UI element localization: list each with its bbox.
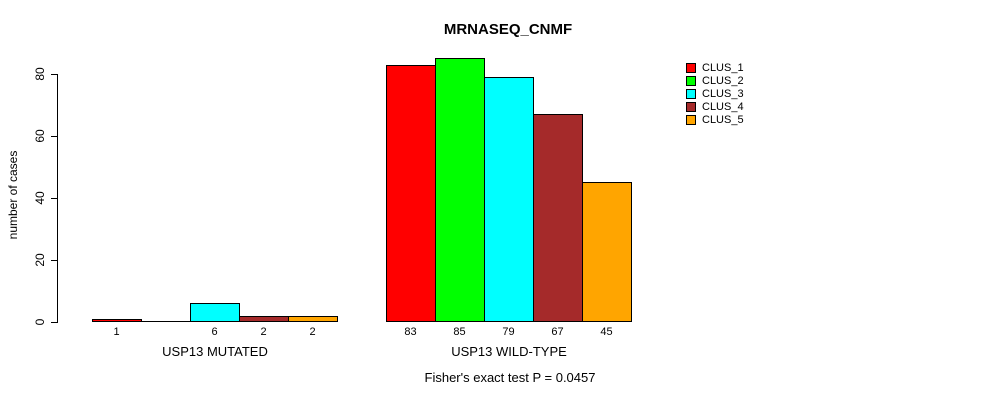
legend-item-clus_1: CLUS_1 <box>686 61 744 74</box>
y-tick-label: 80 <box>33 67 47 81</box>
bar-clus_3-group1 <box>190 303 240 322</box>
bar-clus_3-group2 <box>484 77 534 322</box>
y-axis-title: number of cases <box>6 150 20 240</box>
bar-clus_1-group1 <box>92 319 142 322</box>
bar-clus_4-group1 <box>239 316 289 322</box>
y-tick-mark <box>51 74 57 75</box>
y-tick-mark <box>51 260 57 261</box>
legend-swatch-icon <box>686 62 696 73</box>
legend-label: CLUS_1 <box>702 61 744 74</box>
bar-clus_5-group1 <box>288 316 338 322</box>
legend-label: CLUS_3 <box>702 87 744 100</box>
legend-item-clus_3: CLUS_3 <box>686 87 744 100</box>
y-axis-line <box>57 74 58 323</box>
bar-value-label: 1 <box>113 326 120 338</box>
chart-title: MRNASEQ_CNMF <box>443 21 573 38</box>
legend-label: CLUS_5 <box>702 113 744 126</box>
legend-item-clus_4: CLUS_4 <box>686 100 744 113</box>
group-label-usp13-wild-type: USP13 WILD-TYPE <box>451 344 567 359</box>
legend-label: CLUS_2 <box>702 74 744 87</box>
y-tick-label: 60 <box>33 129 47 143</box>
bar-value-label: 2 <box>309 326 316 338</box>
legend: CLUS_1 CLUS_2 CLUS_3 CLUS_4 CLUS_5 <box>686 61 744 126</box>
legend-item-clus_2: CLUS_2 <box>686 74 744 87</box>
y-tick-label: 40 <box>33 191 47 205</box>
bar-value-label: 85 <box>453 326 466 338</box>
bar-clus_4-group2 <box>533 114 583 322</box>
legend-item-clus_5: CLUS_5 <box>686 113 744 126</box>
legend-swatch-icon <box>686 114 696 125</box>
legend-label: CLUS_4 <box>702 100 744 113</box>
bar-clus_1-group2 <box>386 65 436 322</box>
bar-value-label: 83 <box>404 326 417 338</box>
y-tick-mark <box>51 136 57 137</box>
bar-value-label: 79 <box>502 326 515 338</box>
bar-value-label: 6 <box>211 326 218 338</box>
y-tick-mark <box>51 322 57 323</box>
bar-value-label: 67 <box>551 326 564 338</box>
group-label-usp13-mutated: USP13 MUTATED <box>162 344 268 359</box>
y-tick-label: 20 <box>33 253 47 267</box>
bar-clus_2-group2 <box>435 58 485 322</box>
legend-swatch-icon <box>686 88 696 99</box>
legend-swatch-icon <box>686 101 696 112</box>
fisher-test-annotation: Fisher's exact test P = 0.0457 <box>424 370 596 385</box>
legend-swatch-icon <box>686 75 696 86</box>
y-tick-label: 0 <box>33 318 47 326</box>
bar-value-label: 2 <box>260 326 267 338</box>
y-tick-mark <box>51 198 57 199</box>
bar-clus_5-group2 <box>582 182 632 322</box>
bar-clus_2-group1-zero <box>141 321 191 322</box>
bar-value-label: 45 <box>600 326 613 338</box>
